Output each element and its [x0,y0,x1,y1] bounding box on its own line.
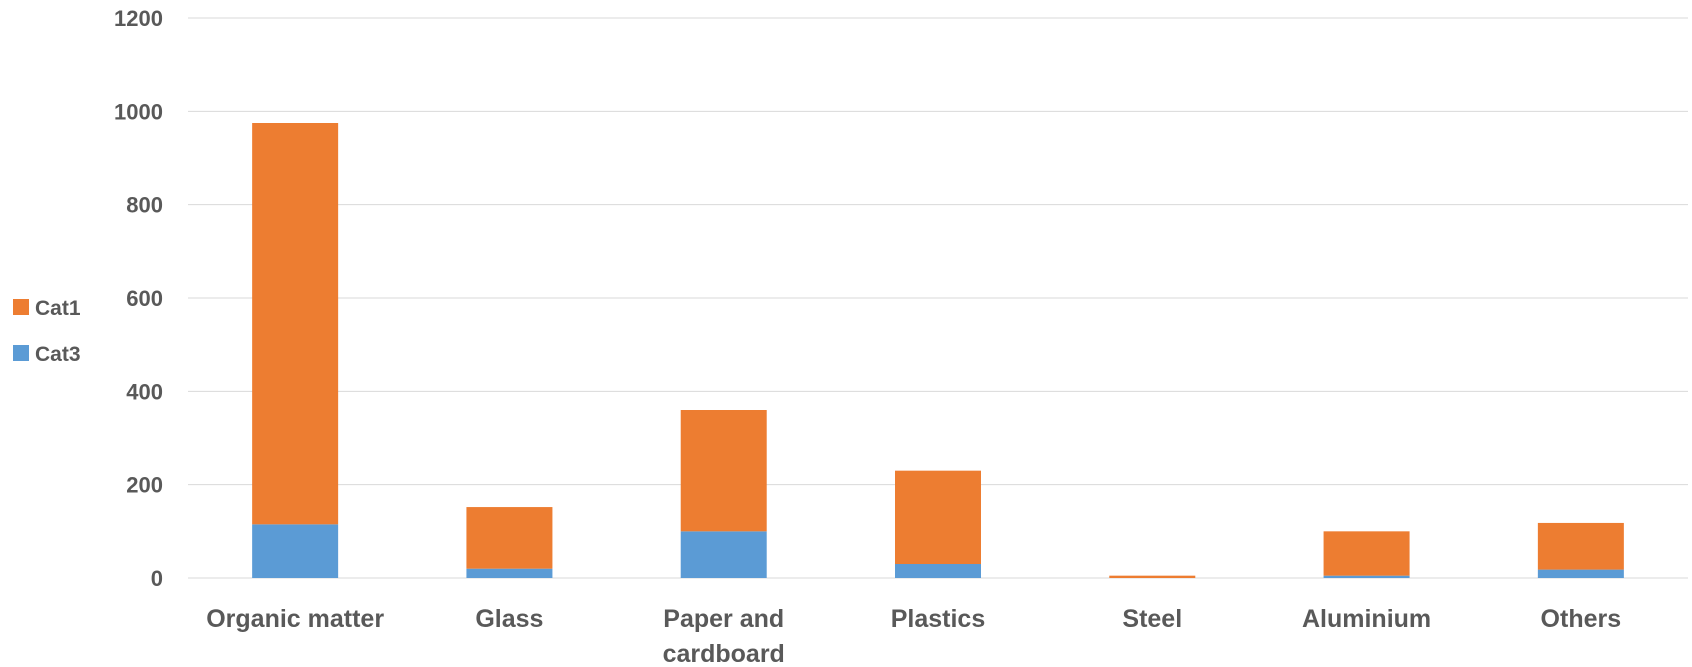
bar-cat1 [1109,575,1196,578]
x-category-label: Others [1541,605,1622,633]
y-axis: 0 200 400 600 800 1000 1200 [114,6,163,591]
y-tick-label: 1200 [114,6,163,31]
bar-cat3 [680,531,767,578]
y-tick-label: 800 [126,193,163,218]
x-category-label: Paper and [663,605,784,633]
x-category-label: Glass [475,605,543,633]
y-tick-label: 200 [126,473,163,498]
x-category-label: Plastics [891,605,986,633]
bar-cat1 [680,410,767,532]
bar-cat3 [895,564,981,578]
y-tick-label: 600 [126,286,163,311]
y-tick-label: 1000 [114,99,163,124]
bar-cat1 [895,470,981,564]
bar-cat1 [1537,522,1624,570]
x-category-label: cardboard [663,640,785,667]
y-tick-label: 400 [126,379,163,404]
x-axis: Organic matter Glass Paper and cardboard Pla… [206,605,1621,667]
bar-cat1 [466,507,553,569]
legend-label-cat1: Cat1 [35,297,81,320]
gridlines [188,17,1688,579]
x-category-label: Steel [1122,605,1182,633]
x-category-label: Organic matter [206,605,384,633]
legend-swatch-cat3 [13,345,29,361]
legend-swatch-cat1 [13,299,29,315]
x-category-label: Aluminium [1302,605,1431,633]
bar-cat1 [252,123,339,525]
bar-cat3 [466,568,553,578]
legend: Cat1 Cat3 [13,297,81,366]
y-tick-label: 0 [151,566,163,591]
bars [252,123,1624,578]
bar-cat3 [1323,575,1410,578]
bar-cat3 [1537,569,1624,578]
bar-cat1 [1323,531,1410,576]
bar-cat3 [252,524,339,578]
legend-label-cat3: Cat3 [35,343,81,366]
